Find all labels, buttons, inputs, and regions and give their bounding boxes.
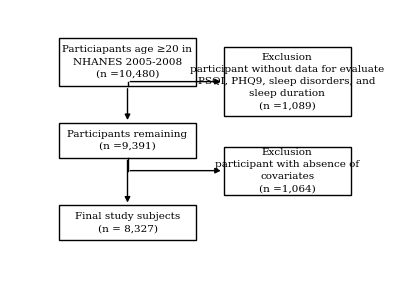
Text: Particiapants age ≥20 in
NHANES 2005-2008
(n =10,480): Particiapants age ≥20 in NHANES 2005-200… [62,45,192,79]
FancyBboxPatch shape [59,205,196,240]
FancyBboxPatch shape [59,123,196,158]
FancyBboxPatch shape [59,38,196,86]
FancyBboxPatch shape [224,147,351,195]
FancyBboxPatch shape [224,47,351,116]
Text: Participants remaining
(n =9,391): Participants remaining (n =9,391) [68,130,188,151]
Text: Exclusion
participant with absence of
covariates
(n =1,064): Exclusion participant with absence of co… [215,148,359,193]
Text: Final study subjects
(n = 8,327): Final study subjects (n = 8,327) [75,212,180,233]
Text: Exclusion
participant without data for evaluate
PSQI, PHQ9, sleep disorders, and: Exclusion participant without data for e… [190,53,384,111]
